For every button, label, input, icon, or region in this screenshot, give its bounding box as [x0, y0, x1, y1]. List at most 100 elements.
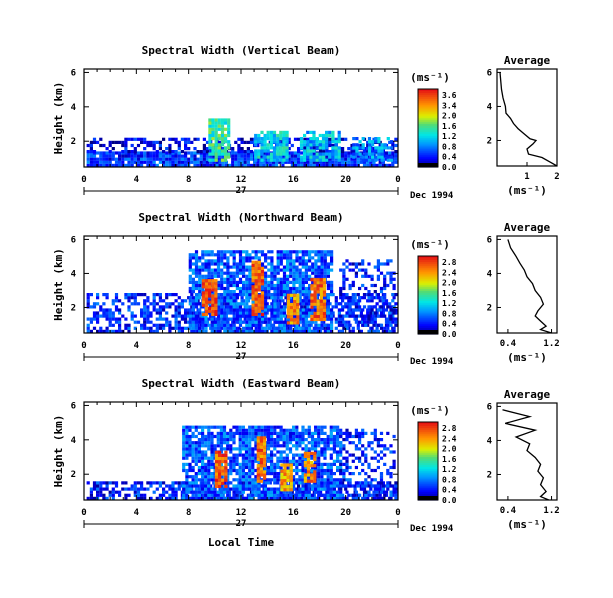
heatmap-cell	[191, 286, 195, 291]
heatmap-cell	[339, 490, 343, 494]
x-tick-label: 0	[395, 175, 400, 185]
heatmap-cell	[205, 147, 210, 151]
heatmap-cell	[121, 154, 125, 158]
heatmap-cell	[380, 152, 384, 156]
average-x-tick-label: 1.2	[543, 339, 559, 349]
heatmap-cell	[220, 283, 224, 288]
heatmap-cell	[389, 323, 393, 327]
heatmap-cell	[235, 425, 239, 429]
heatmap-cell	[279, 323, 283, 327]
heatmap-cell	[273, 487, 277, 491]
heatmap-cell	[260, 266, 265, 270]
heatmap-cell	[265, 160, 269, 164]
heatmap-cell	[254, 444, 258, 448]
heatmap-cell	[216, 280, 221, 284]
heatmap-cell	[238, 253, 243, 257]
heatmap-cell	[286, 290, 290, 294]
heatmap-cell	[323, 487, 327, 491]
heatmap-cell	[191, 450, 195, 454]
heatmap-cell	[185, 462, 189, 466]
heatmap-cell	[310, 484, 315, 488]
heatmap-cell	[108, 143, 112, 148]
heatmap-cell	[155, 163, 159, 167]
colorbar-swatch	[418, 302, 438, 306]
heatmap-cell	[319, 290, 323, 294]
heatmap-cell	[318, 158, 322, 162]
heatmap-cell	[303, 451, 307, 455]
heatmap-cell	[191, 302, 195, 306]
colorbar-swatch	[418, 112, 438, 115]
heatmap-cell	[136, 320, 141, 324]
heatmap-cell	[133, 320, 137, 324]
heatmap-cell	[330, 262, 334, 266]
heatmap-cell	[283, 488, 287, 492]
heatmap-cell	[347, 154, 351, 158]
colorbar-swatch	[418, 98, 438, 102]
heatmap-cell	[273, 447, 277, 451]
heatmap-cell	[282, 434, 286, 439]
heatmap-cell	[246, 157, 250, 161]
heatmap-cell	[309, 130, 313, 134]
heatmap-cell	[174, 314, 178, 318]
heatmap-cell	[108, 493, 112, 497]
heatmap-cell	[384, 302, 389, 306]
heatmap-cell	[248, 277, 252, 281]
heatmap-cell	[235, 447, 239, 451]
heatmap-cell	[273, 314, 277, 318]
heatmap-cell	[339, 428, 343, 432]
heatmap-cell	[241, 428, 245, 432]
heatmap-cell	[245, 296, 249, 300]
heatmap-cell	[362, 163, 367, 167]
heatmap-cell	[201, 274, 205, 278]
heatmap-cell	[356, 314, 360, 318]
heatmap-cell	[330, 317, 334, 321]
heatmap-cell	[371, 155, 375, 159]
heatmap-cell	[339, 493, 343, 497]
heatmap-cell	[174, 157, 178, 161]
heatmap-cell	[257, 260, 261, 264]
heatmap-cell	[204, 444, 208, 448]
heatmap-cell	[379, 326, 384, 330]
heatmap-cell	[182, 490, 186, 494]
heatmap-cell	[334, 326, 338, 330]
heatmap-cell	[276, 149, 280, 153]
heatmap-cell	[198, 268, 202, 272]
heatmap-cell	[213, 253, 217, 257]
heatmap-cell	[369, 163, 373, 167]
heatmap-cell	[297, 154, 301, 158]
heatmap-cell	[214, 303, 218, 307]
colorbar-label: 2.8	[442, 258, 457, 267]
heatmap-cell	[193, 147, 197, 151]
heatmap-cell	[273, 481, 277, 485]
heatmap-cell	[345, 311, 349, 315]
heatmap-cell	[329, 475, 333, 479]
heatmap-cell	[285, 447, 289, 451]
heatmap-cell	[292, 259, 296, 263]
heatmap-cell	[361, 308, 365, 312]
heatmap-cell	[282, 133, 286, 138]
heatmap-cell	[383, 280, 387, 284]
heatmap-cell	[264, 308, 268, 312]
heatmap-cell	[282, 137, 286, 141]
heatmap-cell	[323, 256, 327, 260]
average-profile-line	[499, 72, 558, 167]
heatmap-cell	[286, 250, 290, 254]
heatmap-cell	[292, 487, 296, 491]
heatmap-cell	[272, 146, 277, 150]
heatmap-cell	[198, 256, 202, 260]
heatmap-cell	[218, 160, 222, 164]
heatmap-cell	[242, 299, 246, 303]
heatmap-cell	[114, 293, 119, 297]
heatmap-cell	[317, 256, 321, 260]
heatmap-cell	[211, 146, 215, 150]
average-frame	[496, 235, 558, 334]
x-tick-label: 0	[81, 341, 86, 351]
heatmap-cell	[204, 496, 208, 500]
heatmap-cell	[133, 481, 137, 485]
heatmap-cell	[220, 133, 225, 138]
heatmap-cell	[285, 438, 289, 442]
heatmap-cell	[182, 450, 186, 454]
heatmap-cell	[213, 326, 217, 330]
heatmap-cell	[394, 487, 398, 491]
heatmap-cell	[194, 268, 199, 272]
